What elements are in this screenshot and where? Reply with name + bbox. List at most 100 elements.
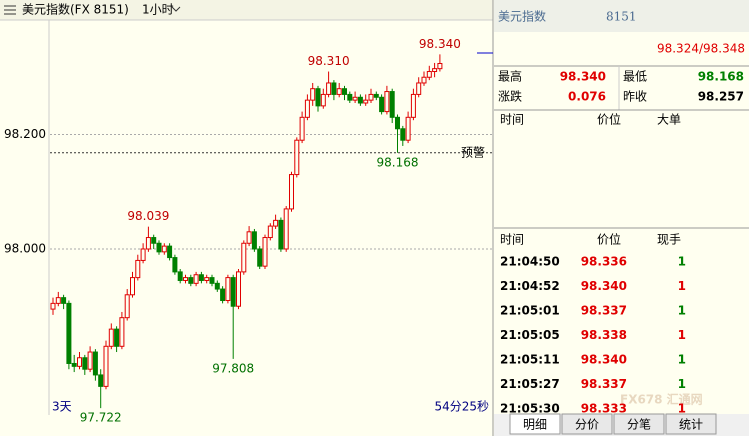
- tab-label[interactable]: 分价: [575, 418, 599, 432]
- candle-body: [241, 242, 247, 273]
- tick-volume: 1: [678, 377, 686, 391]
- tick-volume: 1: [678, 402, 686, 416]
- candle-body: [336, 88, 342, 95]
- tab[interactable]: [561, 413, 613, 435]
- extreme-label: 98.039: [127, 209, 169, 223]
- chart-title: 美元指数(FX 8151): [22, 2, 129, 17]
- candle-body: [236, 271, 241, 307]
- alert-label: 预警: [461, 144, 485, 159]
- tick-time: 21:04:52: [500, 279, 560, 293]
- tick-price: 98.340: [581, 353, 627, 367]
- candle-body: [225, 277, 231, 302]
- tab-label[interactable]: 统计: [679, 418, 703, 432]
- range-label: 3天: [52, 400, 72, 414]
- extreme-label: 98.310: [308, 54, 350, 68]
- tick-price: 98.338: [581, 328, 627, 342]
- stat-value: 98.340: [560, 70, 606, 84]
- candle-body: [71, 362, 77, 367]
- candle-body: [193, 274, 199, 284]
- candle-body: [389, 91, 395, 118]
- candle-body: [55, 297, 61, 304]
- candle-body: [156, 242, 162, 253]
- candle-body: [326, 82, 332, 95]
- extreme-label: 97.808: [212, 361, 254, 375]
- candle-body: [77, 357, 82, 367]
- column-header: 价位: [597, 112, 621, 127]
- candle-body: [432, 68, 438, 73]
- candle-body: [342, 88, 347, 95]
- candle-body: [304, 99, 310, 118]
- tab-label[interactable]: 分笔: [627, 417, 651, 432]
- column-header: 现手: [657, 233, 681, 247]
- period[interactable]: 1小时: [142, 3, 174, 17]
- candle-body: [220, 288, 226, 302]
- candle-body: [257, 248, 263, 267]
- extreme-label: 97.722: [80, 411, 122, 425]
- tab[interactable]: [665, 413, 717, 435]
- dropdown-icon[interactable]: [171, 6, 181, 12]
- candle-body: [198, 274, 204, 281]
- candle-body: [145, 237, 151, 250]
- menu-icon[interactable]: [4, 5, 16, 15]
- tick-price: 98.340: [581, 279, 627, 293]
- candle-body: [124, 294, 130, 319]
- y-tick-label: 98.000: [4, 241, 46, 255]
- candle-body: [204, 277, 210, 281]
- stat-label: 最低: [623, 70, 647, 84]
- candle-body: [368, 93, 374, 101]
- column-header: 价位: [597, 232, 621, 247]
- tick-volume: 1: [678, 353, 686, 367]
- tick-time: 21:04:50: [500, 255, 560, 269]
- candle-body: [103, 345, 109, 387]
- candle-body: [214, 282, 220, 290]
- candle-body: [310, 88, 316, 101]
- quote-code: 8151: [606, 10, 637, 24]
- candle-body: [87, 351, 93, 370]
- stat-label: 涨跌: [498, 89, 522, 104]
- candle-body: [251, 231, 257, 250]
- candle-body: [177, 271, 183, 281]
- tick-volume: 1: [678, 328, 686, 342]
- candle-body: [315, 88, 321, 107]
- candle-body: [273, 219, 279, 227]
- candle-body: [379, 96, 385, 113]
- candle-body: [320, 93, 326, 107]
- quote-header: [494, 0, 749, 32]
- candle-body: [357, 96, 363, 104]
- candle-body: [289, 174, 294, 210]
- candle-body: [262, 237, 268, 267]
- candle-body: [82, 357, 88, 370]
- tick-price: 98.337: [581, 377, 627, 391]
- candle-body: [50, 302, 56, 310]
- tick-time: 21:05:01: [500, 304, 560, 318]
- tick-volume: 1: [678, 304, 686, 318]
- candle-body: [405, 116, 411, 141]
- countdown: 54分25秒: [434, 400, 489, 414]
- candle-body: [294, 139, 300, 176]
- candle-body: [172, 257, 178, 273]
- tick-price: 98.337: [581, 304, 627, 318]
- candle-body: [209, 277, 215, 284]
- tab[interactable]: [509, 413, 561, 435]
- tick-time: 21:05:30: [500, 402, 560, 416]
- column-header: 时间: [500, 233, 524, 247]
- tick-price: 98.333: [581, 402, 627, 416]
- tab[interactable]: [613, 413, 665, 435]
- candle-body: [61, 297, 67, 304]
- candle-body: [98, 374, 104, 387]
- candle-body: [410, 93, 416, 118]
- candle-body: [92, 351, 98, 376]
- tab-label[interactable]: 明细: [523, 418, 547, 432]
- tick-time: 21:05:27: [500, 377, 560, 391]
- candle-body: [267, 225, 273, 239]
- candle-body: [395, 116, 400, 130]
- candle-body: [66, 302, 72, 364]
- watermark: FX678 汇通网: [620, 392, 703, 407]
- candle-body: [230, 277, 236, 307]
- candle-body: [278, 219, 284, 250]
- column-header: 大单: [657, 113, 681, 127]
- stat-label: 昨收: [623, 90, 647, 104]
- candle-body: [161, 245, 167, 253]
- candle-body: [114, 328, 120, 347]
